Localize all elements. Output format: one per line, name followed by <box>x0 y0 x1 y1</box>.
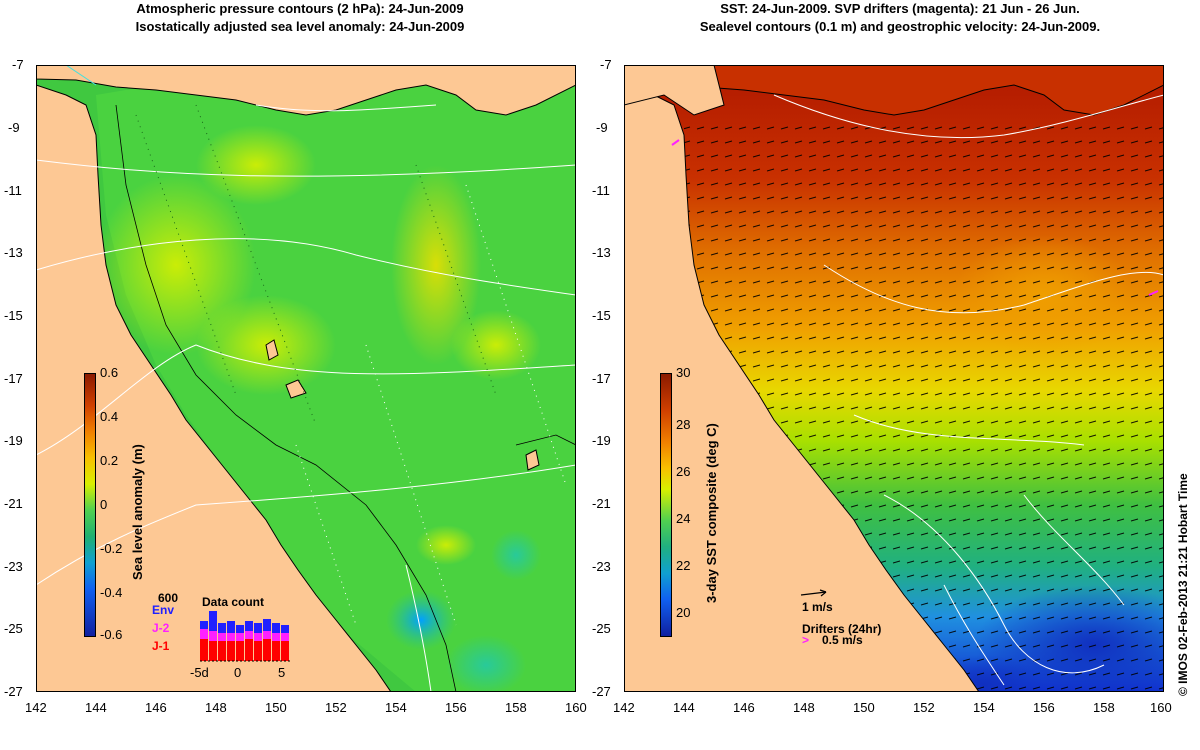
sst-map: 30 28 26 24 22 20 3-day SST composite (d… <box>624 65 1164 692</box>
lon-label: 146 <box>145 700 167 715</box>
lon-label: 150 <box>265 700 287 715</box>
cbar-tick-5: -0.4 <box>100 585 123 600</box>
lon-label: 158 <box>1093 700 1115 715</box>
lat-label: -19 <box>592 433 611 448</box>
lon-label: 154 <box>973 700 995 715</box>
data-count-max: 600 <box>158 591 179 605</box>
data-count-title: Data count <box>202 595 265 609</box>
sst-tick-5: 20 <box>676 605 691 620</box>
drifter-arrow-icon: > <box>802 633 810 647</box>
sea-level-colorbar <box>84 373 96 637</box>
sst-colorbar <box>660 373 672 637</box>
sst-colorbar-title: 3-day SST composite (deg C) <box>704 423 719 603</box>
lat-label: -17 <box>592 371 611 386</box>
scale-arrow <box>800 589 827 597</box>
lat-label: -15 <box>592 308 611 323</box>
left-title-line1: Atmospheric pressure contours (2 hPa): 2… <box>136 1 464 16</box>
lon-label: 160 <box>565 700 587 715</box>
lon-label: 152 <box>325 700 347 715</box>
imos-credit: © IMOS 02-Feb-2013 21:21 Hobart Time <box>1176 473 1190 696</box>
legend-j2: J-2 <box>152 621 170 635</box>
lon-label: 146 <box>733 700 755 715</box>
data-count-bars <box>200 611 292 662</box>
sst-tick-1: 28 <box>676 417 691 432</box>
lat-label: -11 <box>592 183 610 198</box>
sea-level-anomaly-map: 0.6 0.4 0.2 0 -0.2 -0.4 -0.6 Sea level a… <box>36 65 576 692</box>
lon-label: 160 <box>1150 700 1172 715</box>
drifters-scale-label: 0.5 m/s <box>822 633 863 647</box>
left-title-line2: Isostatically adjusted sea level anomaly… <box>135 19 465 34</box>
right-panel-title: SST: 24-Jun-2009. SVP drifters (magenta)… <box>600 0 1200 36</box>
lon-label: 144 <box>85 700 107 715</box>
scale-arrow-label: 1 m/s <box>802 600 833 614</box>
lon-label: 144 <box>673 700 695 715</box>
lon-label: 142 <box>25 700 47 715</box>
lon-label: 158 <box>505 700 527 715</box>
lon-label: 156 <box>1033 700 1055 715</box>
right-title-line2: Sealevel contours (0.1 m) and geostrophi… <box>699 19 1101 34</box>
drifters-label: Drifters (24hr) <box>802 622 882 636</box>
cbar-tick-2: 0.2 <box>100 453 119 468</box>
sst-tick-2: 26 <box>676 464 691 479</box>
lat-label: -15 <box>4 308 23 323</box>
cbar-tick-1: 0.4 <box>100 409 119 424</box>
sst-tick-3: 24 <box>676 511 691 526</box>
lat-label: -21 <box>4 496 23 511</box>
inset-xtick-1: 0 <box>234 665 242 680</box>
lat-label: -21 <box>592 496 611 511</box>
lat-label: -7 <box>600 57 612 72</box>
lat-label: -11 <box>4 183 22 198</box>
lat-label: -13 <box>4 245 23 260</box>
cbar-tick-3: 0 <box>100 497 108 512</box>
lon-label: 156 <box>445 700 467 715</box>
lat-label: -9 <box>8 120 20 135</box>
lon-label: 148 <box>793 700 815 715</box>
right-title-line1: SST: 24-Jun-2009. SVP drifters (magenta)… <box>720 1 1080 16</box>
inset-xtick-0: -5d <box>190 665 209 680</box>
lon-label: 148 <box>205 700 227 715</box>
data-count-inset: Data count 600 Env J-2 J-1 -5d 0 5 <box>152 591 292 680</box>
left-panel-title: Atmospheric pressure contours (2 hPa): 2… <box>0 0 600 36</box>
sst-map-graphic <box>624 65 1164 692</box>
lon-label: 152 <box>913 700 935 715</box>
legend-env: Env <box>152 603 175 617</box>
lon-label: 154 <box>385 700 407 715</box>
lon-label: 142 <box>613 700 635 715</box>
lat-label: -23 <box>4 559 23 574</box>
lon-label: 150 <box>853 700 875 715</box>
lat-label: -23 <box>592 559 611 574</box>
inset-xtick-2: 5 <box>278 665 286 680</box>
lat-label: -17 <box>4 371 23 386</box>
lat-label: -27 <box>4 684 23 699</box>
lat-label: -19 <box>4 433 23 448</box>
lat-label: -9 <box>596 120 608 135</box>
lat-label: -25 <box>4 621 23 636</box>
legend-j1: J-1 <box>152 639 170 653</box>
cbar-tick-4: -0.2 <box>100 541 123 556</box>
lat-label: -27 <box>592 684 611 699</box>
lat-label: -7 <box>12 57 24 72</box>
sea-level-map-graphic <box>36 65 576 692</box>
lat-label: -13 <box>592 245 611 260</box>
sst-tick-0: 30 <box>676 365 691 380</box>
cbar-tick-0: 0.6 <box>100 365 119 380</box>
lat-label: -25 <box>592 621 611 636</box>
cbar-tick-6: -0.6 <box>100 627 123 642</box>
sst-tick-4: 22 <box>676 558 691 573</box>
sea-level-colorbar-title: Sea level anomaly (m) <box>130 444 145 580</box>
